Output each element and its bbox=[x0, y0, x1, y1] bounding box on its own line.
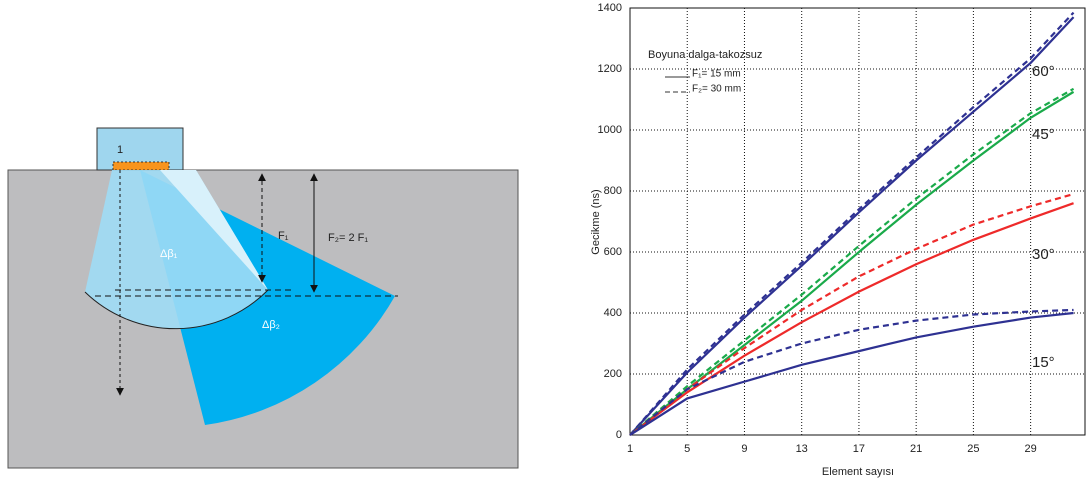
series-line bbox=[630, 17, 1074, 435]
y-tick-label: 200 bbox=[604, 368, 622, 380]
y-tick-label: 800 bbox=[604, 185, 622, 197]
legend-label: F₂= 30 mm bbox=[692, 84, 741, 95]
series-line bbox=[630, 310, 1074, 435]
y-tick-label: 400 bbox=[604, 307, 622, 319]
beam1-label: Δβ₁ bbox=[160, 248, 178, 260]
y-tick-label: 1000 bbox=[598, 124, 622, 136]
element-index: 1 bbox=[117, 144, 123, 156]
y-tick-label: 1200 bbox=[598, 63, 622, 75]
f1-label: F₁ bbox=[278, 230, 289, 242]
legend-title: Boyuna dalga-takozsuz bbox=[648, 49, 762, 61]
series-label: 45° bbox=[1032, 126, 1055, 143]
series-line bbox=[630, 194, 1074, 435]
series-label: 30° bbox=[1032, 246, 1055, 263]
figure: 1 F₁ F₂= 2 F₁ Δβ₁ Δβ₂ Gecikme (ns) Eleme… bbox=[0, 0, 1089, 484]
x-tick-label: 21 bbox=[910, 443, 922, 455]
series-line bbox=[630, 203, 1074, 435]
y-tick-label: 0 bbox=[616, 429, 622, 441]
y-tick-label: 600 bbox=[604, 246, 622, 258]
series-label: 60° bbox=[1032, 63, 1055, 80]
f2-label: F₂= 2 F₁ bbox=[328, 232, 368, 244]
x-tick-label: 13 bbox=[796, 443, 808, 455]
chart: Gecikme (ns) Element sayısı Boyuna dalga… bbox=[590, 2, 1085, 478]
beam2-label: Δβ₂ bbox=[262, 319, 280, 331]
x-tick-label: 1 bbox=[627, 443, 633, 455]
transducer bbox=[113, 162, 169, 170]
x-tick-label: 5 bbox=[684, 443, 690, 455]
y-tick-label: 1400 bbox=[598, 2, 622, 14]
legend-label: F₁= 15 mm bbox=[692, 69, 741, 80]
x-tick-label: 17 bbox=[853, 443, 865, 455]
series-label: 15° bbox=[1032, 354, 1055, 371]
x-tick-label: 9 bbox=[741, 443, 747, 455]
x-axis-label: Element sayısı bbox=[822, 466, 894, 478]
page: 1 F₁ F₂= 2 F₁ Δβ₁ Δβ₂ Gecikme (ns) Eleme… bbox=[0, 0, 1089, 489]
y-axis-label: Gecikme (ns) bbox=[590, 189, 602, 254]
x-tick-label: 29 bbox=[1025, 443, 1037, 455]
x-tick-label: 25 bbox=[967, 443, 979, 455]
diagram: 1 F₁ F₂= 2 F₁ Δβ₁ Δβ₂ bbox=[8, 128, 518, 468]
